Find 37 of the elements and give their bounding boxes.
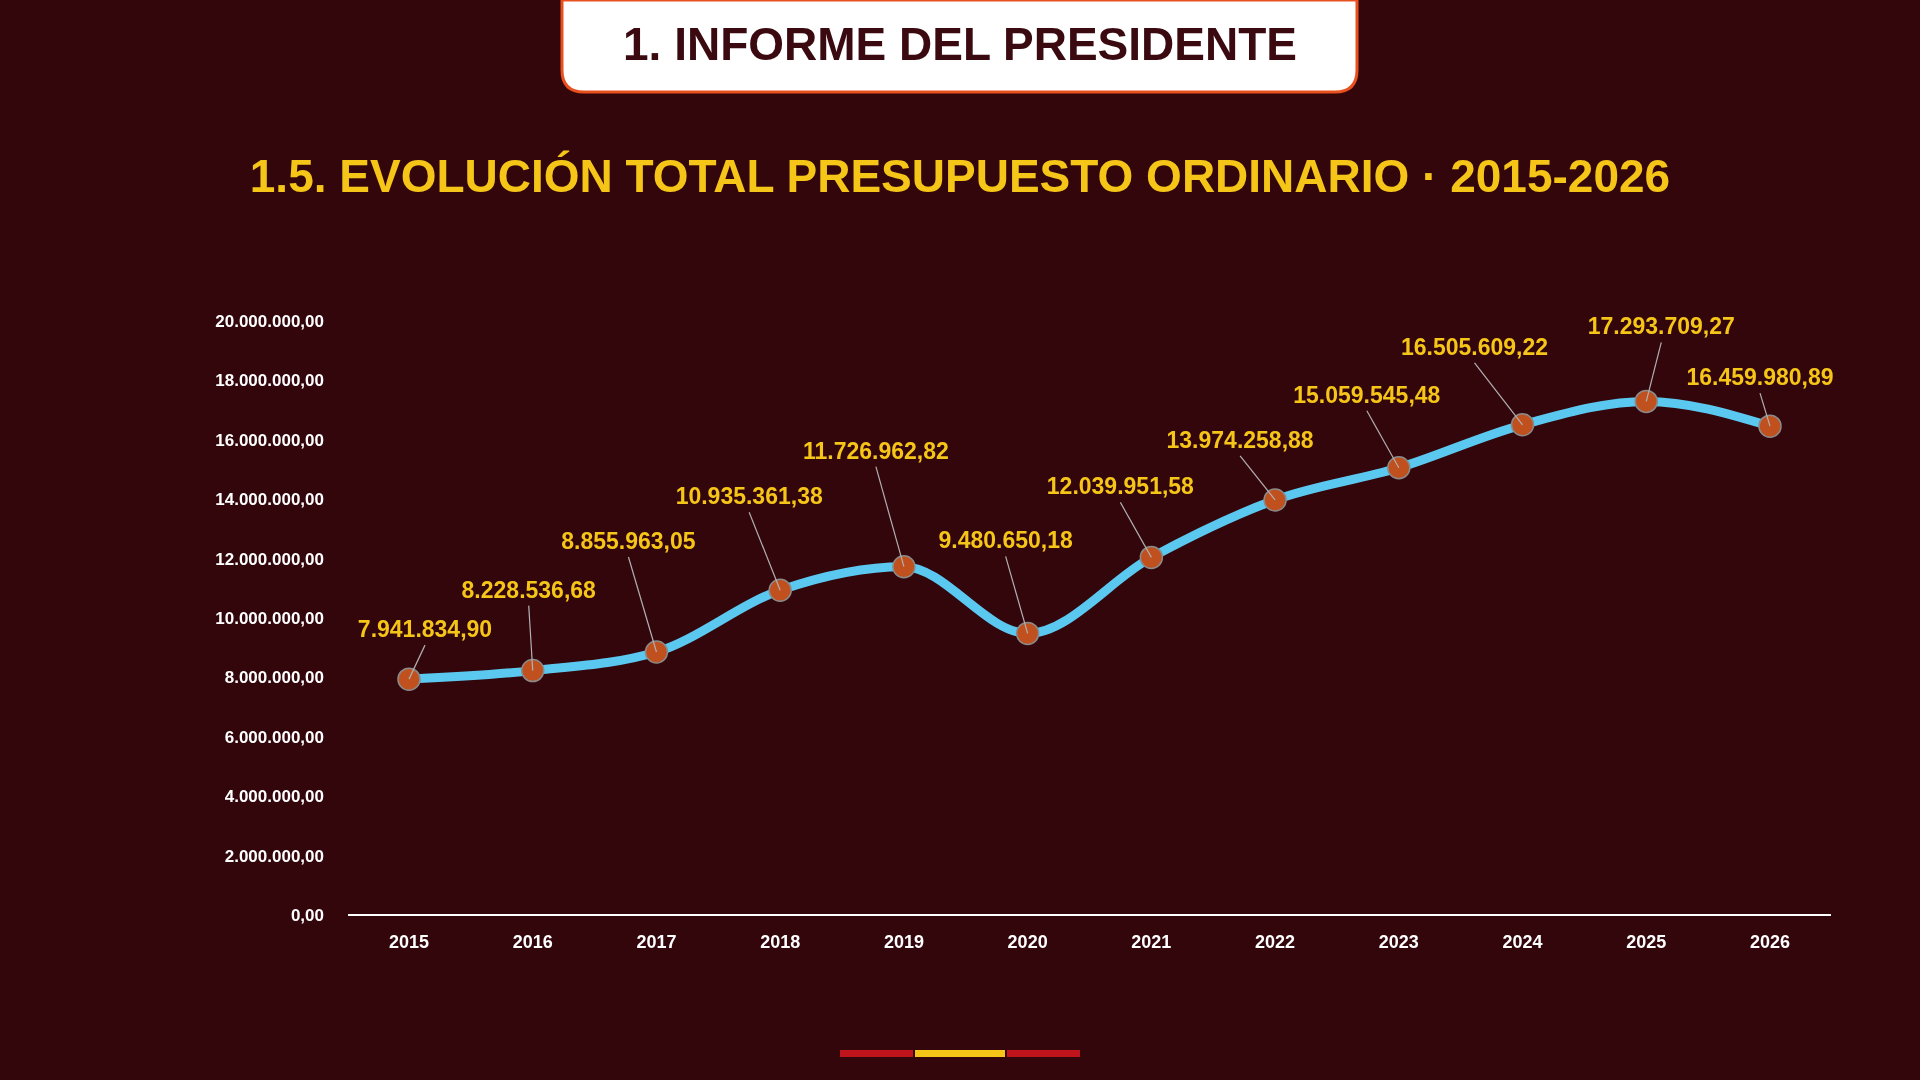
data-label: 7.941.834,90 (357, 616, 493, 643)
y-tick-label: 8.000.000,00 (224, 668, 324, 688)
data-label: 13.974.258,88 (1166, 426, 1314, 453)
x-tick-label: 2017 (636, 932, 677, 952)
data-label: 9.480.650,18 (938, 527, 1073, 554)
data-label: 15.059.545,48 (1293, 381, 1441, 408)
data-label: 17.293.709,27 (1587, 313, 1735, 340)
y-tick-label: 16.000.000,00 (215, 430, 324, 450)
y-tick-label: 12.000.000,00 (215, 549, 324, 569)
x-tick-label: 2023 (1378, 932, 1419, 952)
x-tick-label: 2019 (883, 932, 924, 952)
y-tick-label: 18.000.000,00 (215, 371, 324, 391)
y-tick-label: 20.000.000,00 (215, 311, 324, 331)
data-label: 11.726.962,82 (803, 437, 949, 464)
y-tick-label: 2.000.000,00 (224, 846, 324, 866)
y-tick-label: 14.000.000,00 (215, 490, 324, 510)
data-label: 8.855.963,05 (561, 527, 696, 554)
x-tick-label: 2025 (1626, 932, 1667, 952)
x-tick-label: 2026 (1749, 932, 1791, 952)
y-tick-label: 0,00 (290, 905, 324, 925)
y-tick-label: 4.000.000,00 (224, 787, 324, 807)
chart-subtitle: 1.5. EVOLUCIÓN TOTAL PRESUPUESTO ORDINARIO · 2015-2026 (249, 150, 1671, 202)
data-label: 16.505.609,22 (1401, 333, 1549, 360)
data-label: 16.459.980,89 (1686, 364, 1834, 391)
data-label: 10.935.361,38 (675, 483, 823, 510)
data-label: 8.228.536,68 (461, 576, 597, 603)
x-tick-label: 2020 (1007, 932, 1048, 952)
x-tick-label: 2015 (388, 932, 430, 952)
x-tick-label: 2021 (1131, 932, 1172, 952)
x-tick-label: 2016 (512, 932, 553, 952)
y-tick-label: 10.000.000,00 (215, 608, 324, 628)
x-tick-label: 2018 (760, 932, 801, 952)
y-tick-label: 6.000.000,00 (224, 727, 324, 747)
x-tick-label: 2022 (1255, 932, 1296, 952)
x-tick-label: 2024 (1502, 932, 1543, 952)
chart-title: 1. INFORME DEL PRESIDENTE (623, 18, 1297, 70)
data-label: 12.039.951,58 (1046, 473, 1195, 500)
